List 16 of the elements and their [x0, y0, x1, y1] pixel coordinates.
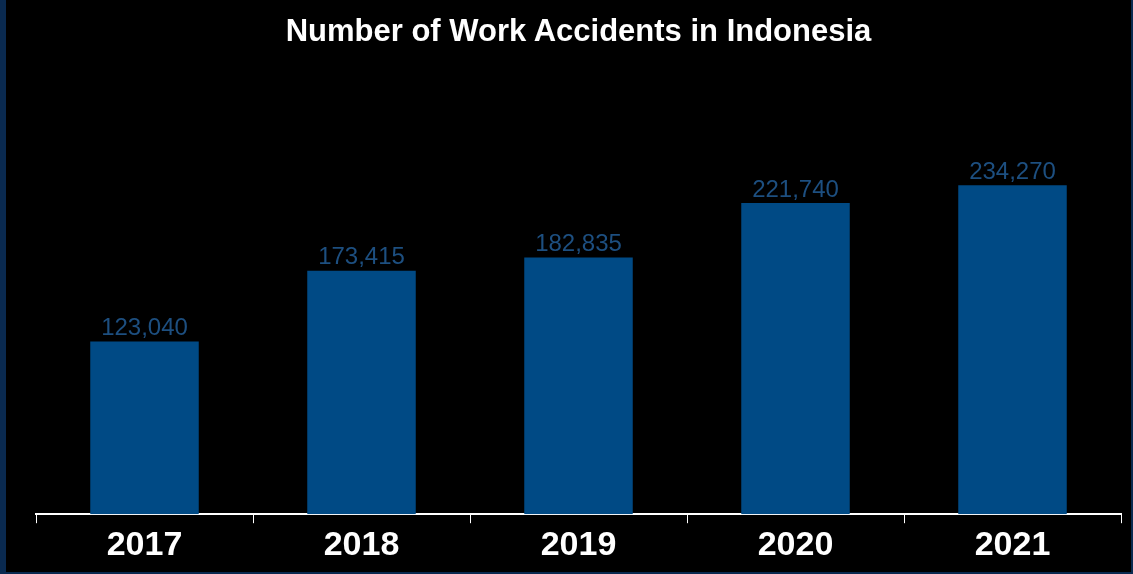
x-tick-label: 2020: [757, 523, 834, 562]
data-label: 182,835: [535, 229, 622, 257]
chart-title: Number of Work Accidents in Indonesia: [285, 13, 873, 49]
bar: [958, 185, 1067, 515]
data-label: 123,040: [101, 313, 188, 341]
bar: [307, 270, 416, 515]
data-label: 221,740: [752, 174, 839, 202]
x-tick-label: 2021: [974, 523, 1051, 562]
x-tick-label: 2019: [540, 523, 617, 562]
x-tick-label: 2017: [106, 523, 183, 562]
x-tick-label: 2018: [323, 523, 400, 562]
bar: [524, 257, 633, 515]
data-label: 234,270: [969, 156, 1056, 184]
data-label: 173,415: [318, 242, 405, 270]
bar: [741, 202, 850, 515]
bar: [90, 341, 199, 515]
